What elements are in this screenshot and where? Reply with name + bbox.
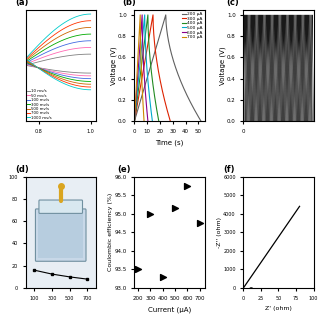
X-axis label: Z' (ohm): Z' (ohm) xyxy=(265,306,292,311)
Point xyxy=(185,183,190,188)
Y-axis label: -Z'' (ohm): -Z'' (ohm) xyxy=(217,217,222,248)
Legend: 200 μA, 300 μA, 400 μA, 500 μA, 600 μA, 700 μA: 200 μA, 300 μA, 400 μA, 500 μA, 600 μA, … xyxy=(181,12,203,40)
Bar xyxy=(38,213,83,258)
X-axis label: Current (μA): Current (μA) xyxy=(148,306,191,313)
Text: (d): (d) xyxy=(15,165,29,174)
Point xyxy=(160,274,165,279)
FancyBboxPatch shape xyxy=(39,200,83,213)
Text: (a): (a) xyxy=(15,0,28,7)
Legend: 10 mv/s, 50 mv/s, 100 mv/s, 300 mv/s, 500 mv/s, 700 mv/s, 1000 mv/s: 10 mv/s, 50 mv/s, 100 mv/s, 300 mv/s, 50… xyxy=(26,89,52,120)
Point xyxy=(172,206,178,211)
Point xyxy=(197,220,202,226)
Point xyxy=(136,267,141,272)
Y-axis label: Coulombic efficiency (%): Coulombic efficiency (%) xyxy=(108,193,113,271)
Y-axis label: Voltage (V): Voltage (V) xyxy=(110,46,117,84)
Text: (b): (b) xyxy=(122,0,136,7)
Y-axis label: Voltage (V): Voltage (V) xyxy=(219,46,226,84)
Text: (e): (e) xyxy=(117,165,131,174)
Text: (c): (c) xyxy=(226,0,238,7)
Point xyxy=(148,211,153,216)
FancyBboxPatch shape xyxy=(36,209,86,261)
X-axis label: Time (s): Time (s) xyxy=(156,139,184,146)
Text: (f): (f) xyxy=(224,165,235,174)
